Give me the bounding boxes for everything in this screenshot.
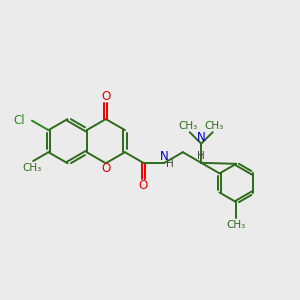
Text: N: N <box>160 150 169 163</box>
Text: O: O <box>101 90 110 103</box>
Text: CH₃: CH₃ <box>179 121 198 131</box>
Text: N: N <box>197 131 206 144</box>
Text: O: O <box>101 162 110 175</box>
Text: H: H <box>197 151 205 161</box>
Text: CH₃: CH₃ <box>226 220 246 230</box>
Text: H: H <box>166 159 174 169</box>
Text: CH₃: CH₃ <box>22 163 41 172</box>
Text: CH₃: CH₃ <box>205 121 224 131</box>
Text: Cl: Cl <box>14 114 26 127</box>
Text: O: O <box>139 179 148 192</box>
